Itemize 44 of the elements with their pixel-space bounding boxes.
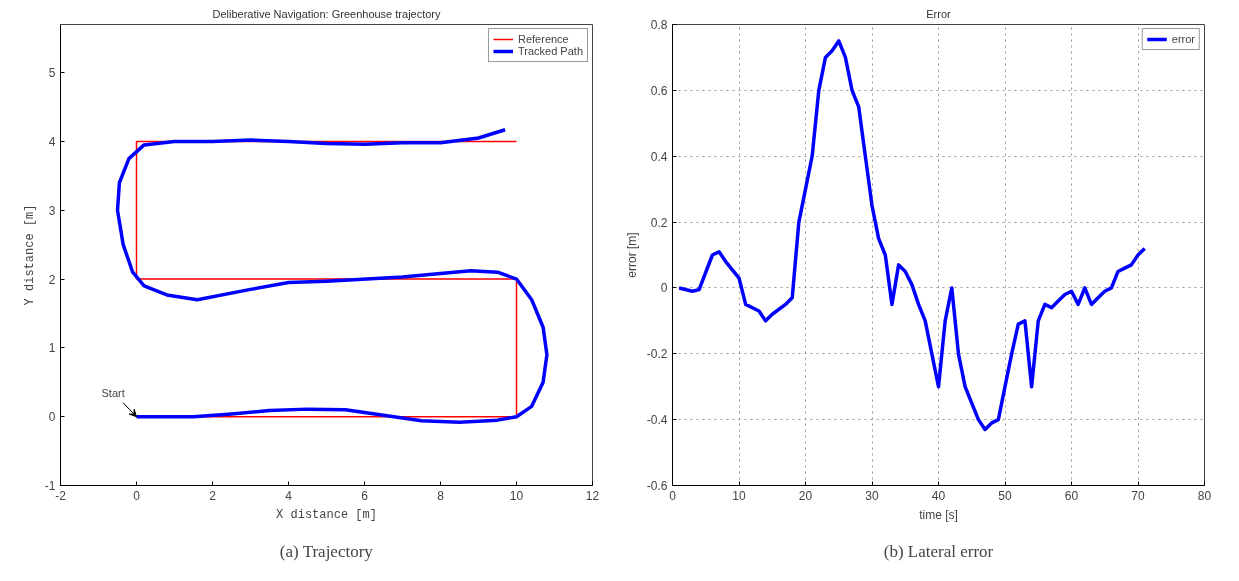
y-tick-label: 2 xyxy=(48,272,56,287)
x-tick-label: 50 xyxy=(998,488,1012,503)
x-tick-label: 2 xyxy=(209,488,217,503)
x-tick-label: 70 xyxy=(1131,488,1145,503)
chart-title: Error xyxy=(926,7,952,20)
y-tick-label: 0.4 xyxy=(650,149,668,164)
x-tick-label: 80 xyxy=(1197,488,1212,503)
legend-label: Tracked Path xyxy=(517,45,583,57)
y-tick-label: 0 xyxy=(48,410,56,425)
x-tick-label: 4 xyxy=(285,488,293,503)
x-tick-label: 60 xyxy=(1064,488,1079,503)
x-tick-label: 30 xyxy=(865,488,879,503)
x-axis-title: time [s] xyxy=(919,507,958,522)
y-tick-label: -0.4 xyxy=(646,413,668,428)
y-tick-label: 0.2 xyxy=(650,215,668,230)
text: (b) Lateral error xyxy=(883,541,994,561)
x-tick-label: 8 xyxy=(437,488,445,503)
y-tick-label: 5 xyxy=(48,66,56,81)
y-tick-label: 0.6 xyxy=(650,83,668,98)
x-tick-label: 0 xyxy=(133,488,141,503)
text: (a) Trajectory xyxy=(279,541,374,561)
x-tick-label: 12 xyxy=(585,488,600,503)
y-axis-title: error [m] xyxy=(624,232,639,278)
y-tick-label: -0.2 xyxy=(646,347,668,362)
legend-label: error xyxy=(1171,33,1195,45)
y-tick-label: -0.6 xyxy=(646,479,668,493)
y-axis-title: Y distance [m] xyxy=(22,204,37,306)
y-tick-label: 3 xyxy=(48,203,56,218)
x-tick-label: 6 xyxy=(361,488,369,503)
x-tick-label: 10 xyxy=(732,488,746,503)
legend-label: Reference xyxy=(517,33,569,45)
y-tick-label: 0.8 xyxy=(650,18,668,32)
y-tick-label: 4 xyxy=(48,134,56,149)
x-tick-label: -2 xyxy=(55,488,67,503)
x-tick-label: 10 xyxy=(509,488,524,503)
x-tick-label: 40 xyxy=(931,488,946,503)
y-tick-label: 1 xyxy=(48,341,56,356)
x-tick-label: 20 xyxy=(798,488,813,503)
line-series xyxy=(677,39,1147,432)
annotation: Start xyxy=(101,386,125,399)
y-tick-label: 0 xyxy=(660,281,668,296)
y-tick-label: -1 xyxy=(44,479,56,493)
x-axis-title: X distance [m] xyxy=(276,507,377,522)
chart-title: Deliberative Navigation: Greenhouse trajectory xyxy=(212,7,442,20)
